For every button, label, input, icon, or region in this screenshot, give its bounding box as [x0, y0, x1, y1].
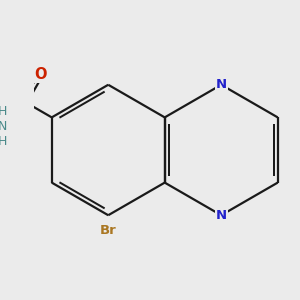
Text: N: N: [216, 78, 227, 91]
Text: N: N: [216, 209, 227, 222]
Text: H
N
H: H N H: [0, 105, 8, 148]
Text: Br: Br: [100, 224, 117, 237]
Text: O: O: [34, 67, 47, 82]
